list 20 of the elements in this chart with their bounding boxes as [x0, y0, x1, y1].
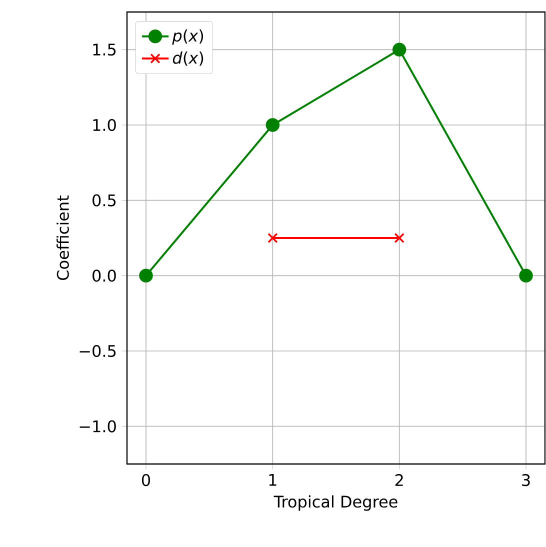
x-axis-title: Tropical Degree: [274, 495, 398, 511]
y-tick-label: −0.5: [80, 344, 116, 358]
point: [519, 268, 534, 283]
point: [139, 268, 154, 283]
y-tick-label: 0.0: [92, 270, 116, 282]
legend-label: p(x): [172, 29, 204, 45]
y-tick-label: −1.0: [80, 420, 116, 432]
y-tick-label: 1.5: [93, 44, 116, 56]
x-tick-label: 3: [522, 474, 530, 486]
y-axis-title: Coefficient: [56, 195, 70, 280]
x-tick-label: 0: [142, 474, 150, 486]
y-tick-label: 0.5: [92, 194, 116, 206]
x-tick-label: 1: [270, 474, 276, 486]
point: [392, 42, 406, 57]
point: [394, 232, 405, 244]
point: [268, 232, 278, 244]
y-tick-label: 1.0: [93, 118, 116, 132]
legend-label: d(x): [173, 51, 204, 66]
x-tick-label: 2: [396, 474, 404, 486]
point: [266, 118, 280, 132]
